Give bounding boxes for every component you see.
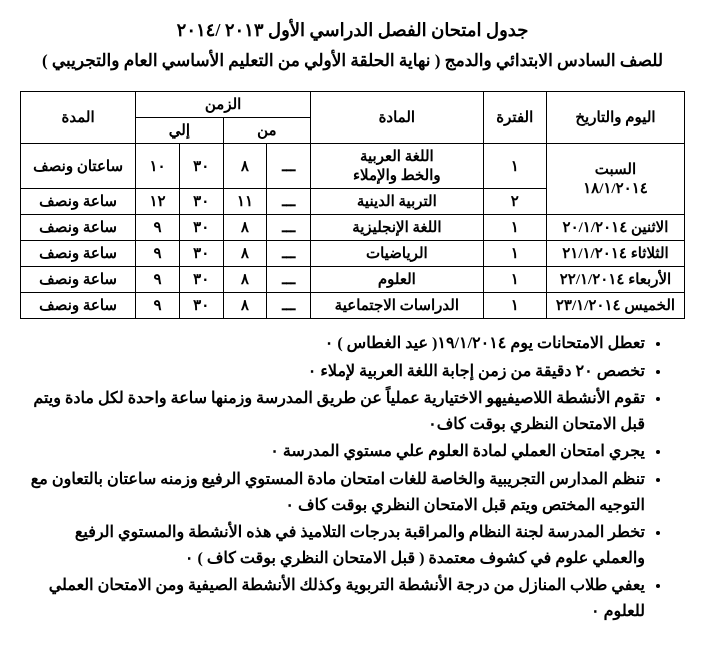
cell-duration: ساعة ونصف bbox=[21, 215, 136, 241]
cell-time-from: ـــ bbox=[267, 144, 311, 189]
cell-time-to: ٣٠ bbox=[179, 293, 223, 319]
table-row: الخميس ٢٣/١/٢٠١٤١الدراسات الاجتماعيةـــ٨… bbox=[21, 293, 685, 319]
cell-time-from: ١١ bbox=[223, 189, 267, 215]
note-item: تخطر المدرسة لجنة النظام والمراقبة بدرجا… bbox=[20, 520, 645, 571]
cell-time-from: ٨ bbox=[223, 267, 267, 293]
cell-time-from: ـــ bbox=[267, 189, 311, 215]
cell-date: الاثنين ٢٠/١/٢٠١٤ bbox=[546, 215, 684, 241]
page-subtitle: للصف السادس الابتدائي والدمج ( نهاية الح… bbox=[20, 51, 685, 71]
table-row: الاثنين ٢٠/١/٢٠١٤١اللغة الإنجليزيةـــ٨٣٠… bbox=[21, 215, 685, 241]
cell-time-from: ٨ bbox=[223, 144, 267, 189]
th-duration: المدة bbox=[21, 92, 136, 144]
cell-time-to: ٣٠ bbox=[179, 267, 223, 293]
cell-subject: الرياضيات bbox=[311, 241, 484, 267]
cell-duration: ساعة ونصف bbox=[21, 267, 136, 293]
cell-time-from: ـــ bbox=[267, 241, 311, 267]
cell-duration: ساعتان ونصف bbox=[21, 144, 136, 189]
cell-time-to: ٩ bbox=[136, 267, 180, 293]
cell-period: ٢ bbox=[483, 189, 546, 215]
cell-date: الثلاثاء ٢١/١/٢٠١٤ bbox=[546, 241, 684, 267]
header-row-1: اليوم والتاريخ الفترة المادة الزمن المدة bbox=[21, 92, 685, 118]
cell-date: السبت١٨/١/٢٠١٤ bbox=[546, 144, 684, 215]
cell-date: الأربعاء ٢٢/١/٢٠١٤ bbox=[546, 267, 684, 293]
cell-time-from: ٨ bbox=[223, 241, 267, 267]
cell-subject: اللغة العربيةوالخط والإملاء bbox=[311, 144, 484, 189]
cell-time-from: ـــ bbox=[267, 215, 311, 241]
cell-time-to: ٣٠ bbox=[179, 144, 223, 189]
th-date: اليوم والتاريخ bbox=[546, 92, 684, 144]
page-title: جدول امتحان الفصل الدراسي الأول ٢٠١٣ /٢٠… bbox=[20, 20, 685, 41]
cell-time-to: ١٠ bbox=[136, 144, 180, 189]
cell-duration: ساعة ونصف bbox=[21, 241, 136, 267]
cell-time-to: ٩ bbox=[136, 241, 180, 267]
notes-list: تعطل الامتحانات يوم ١٩/١/٢٠١٤( عيد الغطا… bbox=[20, 331, 685, 625]
note-item: تقوم الأنشطة اللاصيفيهو الاختيارية عمليا… bbox=[20, 386, 645, 437]
note-item: يجري امتحان العملي لمادة العلوم علي مستو… bbox=[20, 439, 645, 465]
cell-time-from: ـــ bbox=[267, 267, 311, 293]
cell-subject: التربية الدينية bbox=[311, 189, 484, 215]
cell-period: ١ bbox=[483, 215, 546, 241]
cell-period: ١ bbox=[483, 267, 546, 293]
th-to: إلي bbox=[136, 118, 223, 144]
th-period: الفترة bbox=[483, 92, 546, 144]
note-item: تخصص ٢٠ دقيقة من زمن إجابة اللغة العربية… bbox=[20, 359, 645, 385]
note-item: تنظم المدارس التجريبية والخاصة للغات امت… bbox=[20, 467, 645, 518]
cell-subject: اللغة الإنجليزية bbox=[311, 215, 484, 241]
cell-time-from: ٨ bbox=[223, 293, 267, 319]
cell-duration: ساعة ونصف bbox=[21, 293, 136, 319]
cell-time-to: ٣٠ bbox=[179, 241, 223, 267]
table-row: السبت١٨/١/٢٠١٤١اللغة العربيةوالخط والإمل… bbox=[21, 144, 685, 189]
th-subject: المادة bbox=[311, 92, 484, 144]
cell-period: ١ bbox=[483, 144, 546, 189]
table-row: الأربعاء ٢٢/١/٢٠١٤١العلومـــ٨٣٠٩ساعة ونص… bbox=[21, 267, 685, 293]
note-item: يعفي طلاب المنازل من درجة الأنشطة التربو… bbox=[20, 573, 645, 624]
cell-period: ١ bbox=[483, 241, 546, 267]
cell-time-to: ١٢ bbox=[136, 189, 180, 215]
cell-time-to: ٣٠ bbox=[179, 215, 223, 241]
cell-time-to: ٣٠ bbox=[179, 189, 223, 215]
cell-period: ١ bbox=[483, 293, 546, 319]
exam-schedule-table: اليوم والتاريخ الفترة المادة الزمن المدة… bbox=[20, 91, 685, 319]
cell-time-from: ـــ bbox=[267, 293, 311, 319]
table-row: الثلاثاء ٢١/١/٢٠١٤١الرياضياتـــ٨٣٠٩ساعة … bbox=[21, 241, 685, 267]
cell-time-from: ٨ bbox=[223, 215, 267, 241]
cell-time-to: ٩ bbox=[136, 293, 180, 319]
cell-subject: الدراسات الاجتماعية bbox=[311, 293, 484, 319]
cell-date: الخميس ٢٣/١/٢٠١٤ bbox=[546, 293, 684, 319]
cell-time-to: ٩ bbox=[136, 215, 180, 241]
note-item: تعطل الامتحانات يوم ١٩/١/٢٠١٤( عيد الغطا… bbox=[20, 331, 645, 357]
cell-subject: العلوم bbox=[311, 267, 484, 293]
th-from: من bbox=[223, 118, 310, 144]
cell-duration: ساعة ونصف bbox=[21, 189, 136, 215]
th-time: الزمن bbox=[136, 92, 311, 118]
